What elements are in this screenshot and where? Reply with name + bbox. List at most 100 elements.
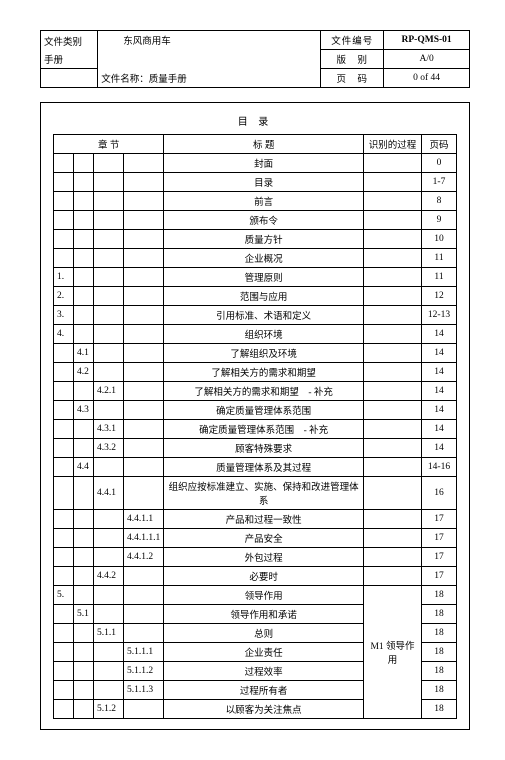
ch4 [124, 586, 164, 605]
row-page: 12 [422, 287, 457, 306]
row-title: 组织应按标准建立、实施、保持和改进管理体系 [164, 477, 364, 510]
row-process [364, 230, 422, 249]
ch2 [74, 681, 94, 700]
ch4: 5.1.1.3 [124, 681, 164, 700]
row-page: 1-7 [422, 173, 457, 192]
ch1 [54, 382, 74, 401]
ch3 [94, 529, 124, 548]
row-page: 17 [422, 529, 457, 548]
table-row: 4.2了解相关方的需求和期望14 [54, 363, 457, 382]
ch4 [124, 382, 164, 401]
ch1: 3. [54, 306, 74, 325]
row-title: 质量管理体系及其过程 [164, 458, 364, 477]
toc-table: 章 节 标 题 识别的过程 页码 封面0目录1-7前言8颁布令9质量方针10企业… [53, 134, 457, 719]
row-title: 封面 [164, 154, 364, 173]
row-process [364, 344, 422, 363]
row-title: 领导作用 [164, 586, 364, 605]
ch3: 4.3.1 [94, 420, 124, 439]
ch3: 4.4.1 [94, 477, 124, 510]
row-process [364, 548, 422, 567]
ch1 [54, 344, 74, 363]
ch3 [94, 230, 124, 249]
ch2 [74, 439, 94, 458]
table-row: 3.引用标准、术语和定义12-13 [54, 306, 457, 325]
doc-type-label-text: 文件类别 [44, 38, 82, 48]
ch1 [54, 211, 74, 230]
ch3 [94, 401, 124, 420]
ch4: 5.1.1.1 [124, 643, 164, 662]
table-row: 5.领导作用M1 领导作用18 [54, 586, 457, 605]
ch4 [124, 287, 164, 306]
version-value: A/0 [384, 50, 470, 69]
ch4 [124, 325, 164, 344]
table-row: 4.3.2顾客特殊要求14 [54, 439, 457, 458]
ch1 [54, 624, 74, 643]
col-process: 识别的过程 [364, 135, 422, 154]
row-process [364, 325, 422, 344]
ch1 [54, 662, 74, 681]
page-value: 0 of 44 [384, 69, 470, 88]
table-row: 4.4.1组织应按标准建立、实施、保持和改进管理体系16 [54, 477, 457, 510]
row-page: 17 [422, 567, 457, 586]
ch4 [124, 624, 164, 643]
ch2 [74, 154, 94, 173]
ch1 [54, 420, 74, 439]
ch2 [74, 268, 94, 287]
ch2: 5.1 [74, 605, 94, 624]
table-row: 4.4.1.2外包过程17 [54, 548, 457, 567]
table-row: 颁布令9 [54, 211, 457, 230]
row-process [364, 529, 422, 548]
table-row: 4.4.1.1.1产品安全 17 [54, 529, 457, 548]
row-page: 17 [422, 548, 457, 567]
ch4 [124, 567, 164, 586]
ch3 [94, 548, 124, 567]
row-page: 14 [422, 363, 457, 382]
ch1 [54, 458, 74, 477]
ch4 [124, 211, 164, 230]
row-process [364, 567, 422, 586]
table-row: 企业概况11 [54, 249, 457, 268]
ch1 [54, 548, 74, 567]
ch4 [124, 439, 164, 458]
ch2: 4.1 [74, 344, 94, 363]
row-page: 14 [422, 344, 457, 363]
row-page: 12-13 [422, 306, 457, 325]
ch3 [94, 192, 124, 211]
row-page: 14 [422, 439, 457, 458]
row-process [364, 306, 422, 325]
ch3 [94, 605, 124, 624]
table-row: 2.范围与应用12 [54, 287, 457, 306]
row-process [364, 477, 422, 510]
row-title: 了解相关方的需求和期望 [164, 363, 364, 382]
row-title: 外包过程 [164, 548, 364, 567]
ch3 [94, 249, 124, 268]
row-title: 了解相关方的需求和期望 - 补充 [164, 382, 364, 401]
ch4 [124, 230, 164, 249]
ch1 [54, 681, 74, 700]
ch3 [94, 458, 124, 477]
ch2 [74, 287, 94, 306]
ch4: 4.4.1.1.1 [124, 529, 164, 548]
brand-title: 东风商用车 [98, 31, 321, 50]
version-label: 版 别 [321, 50, 384, 69]
ch4 [124, 173, 164, 192]
doc-type-value: 手册 [44, 52, 63, 66]
ch1 [54, 230, 74, 249]
ch2 [74, 624, 94, 643]
ch4 [124, 477, 164, 510]
ch1: 5. [54, 586, 74, 605]
toc-container: 目 录 章 节 标 题 识别的过程 页码 封面0目录1-7前言8颁布令9质量方针… [40, 102, 470, 730]
ch3 [94, 287, 124, 306]
table-row: 质量方针10 [54, 230, 457, 249]
ch2 [74, 567, 94, 586]
ch4 [124, 363, 164, 382]
row-title: 产品安全 [164, 529, 364, 548]
ch4 [124, 401, 164, 420]
doc-no-value: RP-QMS-01 [384, 31, 470, 50]
row-process [364, 211, 422, 230]
ch1 [54, 401, 74, 420]
ch2 [74, 211, 94, 230]
ch4 [124, 306, 164, 325]
row-page: 14-16 [422, 458, 457, 477]
row-page: 18 [422, 643, 457, 662]
